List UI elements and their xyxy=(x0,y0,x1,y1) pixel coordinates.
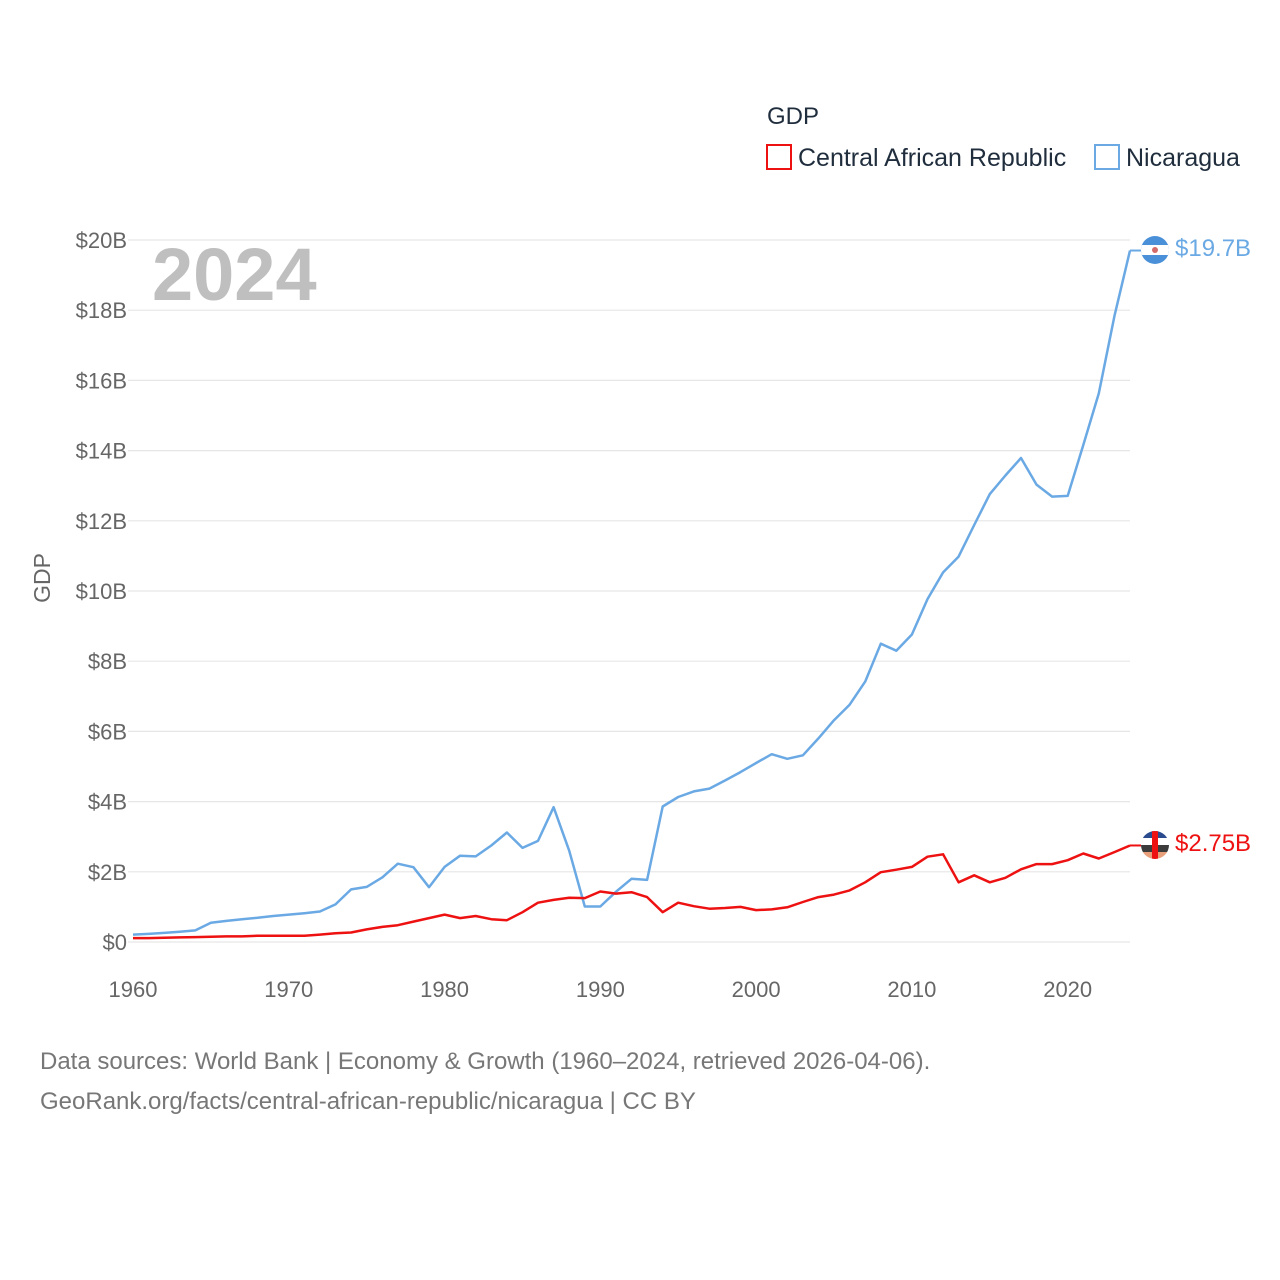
x-tick-label: 1990 xyxy=(576,977,625,1002)
y-tick-label: $0 xyxy=(103,930,127,955)
x-tick-label: 1960 xyxy=(109,977,158,1002)
legend-swatch-car xyxy=(766,144,792,170)
x-tick-label: 2020 xyxy=(1043,977,1092,1002)
end-value-label-car: $2.75B xyxy=(1175,830,1251,857)
nicaragua-flag-icon xyxy=(1141,236,1169,264)
y-tick-label: $16B xyxy=(76,368,127,393)
y-tick-label: $14B xyxy=(76,439,127,464)
y-tick-label: $4B xyxy=(88,790,127,815)
end-value-label-nicaragua: $19.7B xyxy=(1175,235,1251,262)
legend-swatch-nicaragua xyxy=(1094,144,1120,170)
footer-sources: Data sources: World Bank | Economy & Gro… xyxy=(40,1048,931,1075)
series-lines xyxy=(132,249,1141,940)
x-tick-label: 2010 xyxy=(887,977,936,1002)
x-tick-label: 2000 xyxy=(732,977,781,1002)
gridlines xyxy=(128,239,1130,943)
y-axis-ticks: $0 $2B $4B $6B $8B $10B $12B $14B $16B $18B $20B xyxy=(76,228,127,955)
y-tick-label: $20B xyxy=(76,228,127,253)
x-tick-label: 1970 xyxy=(264,977,313,1002)
y-tick-label: $10B xyxy=(76,579,127,604)
y-tick-label: $18B xyxy=(76,298,127,323)
series-line-nicaragua[interactable] xyxy=(132,250,1132,936)
series-line-central-african-republic[interactable] xyxy=(133,844,1131,940)
year-label: 2024 xyxy=(152,233,317,316)
y-axis-title: GDP xyxy=(29,553,55,603)
legend-label-nicaragua[interactable]: Nicaragua xyxy=(1126,144,1240,172)
central-african-republic-flag-icon xyxy=(1141,831,1169,859)
footer-credits: Data sources: World Bank | Economy & Gro… xyxy=(40,1042,930,1122)
x-tick-label: 1980 xyxy=(420,977,469,1002)
y-tick-label: $12B xyxy=(76,509,127,534)
legend-title: GDP xyxy=(767,103,819,130)
footer-link[interactable]: GeoRank.org/facts/central-african-republ… xyxy=(40,1088,696,1115)
y-tick-label: $8B xyxy=(88,649,127,674)
y-tick-label: $6B xyxy=(88,719,127,744)
y-tick-label: $2B xyxy=(88,860,127,885)
legend-label-car[interactable]: Central African Republic xyxy=(798,144,1066,172)
x-axis-ticks: 1960 1970 1980 1990 2000 2010 2020 xyxy=(109,977,1093,1002)
